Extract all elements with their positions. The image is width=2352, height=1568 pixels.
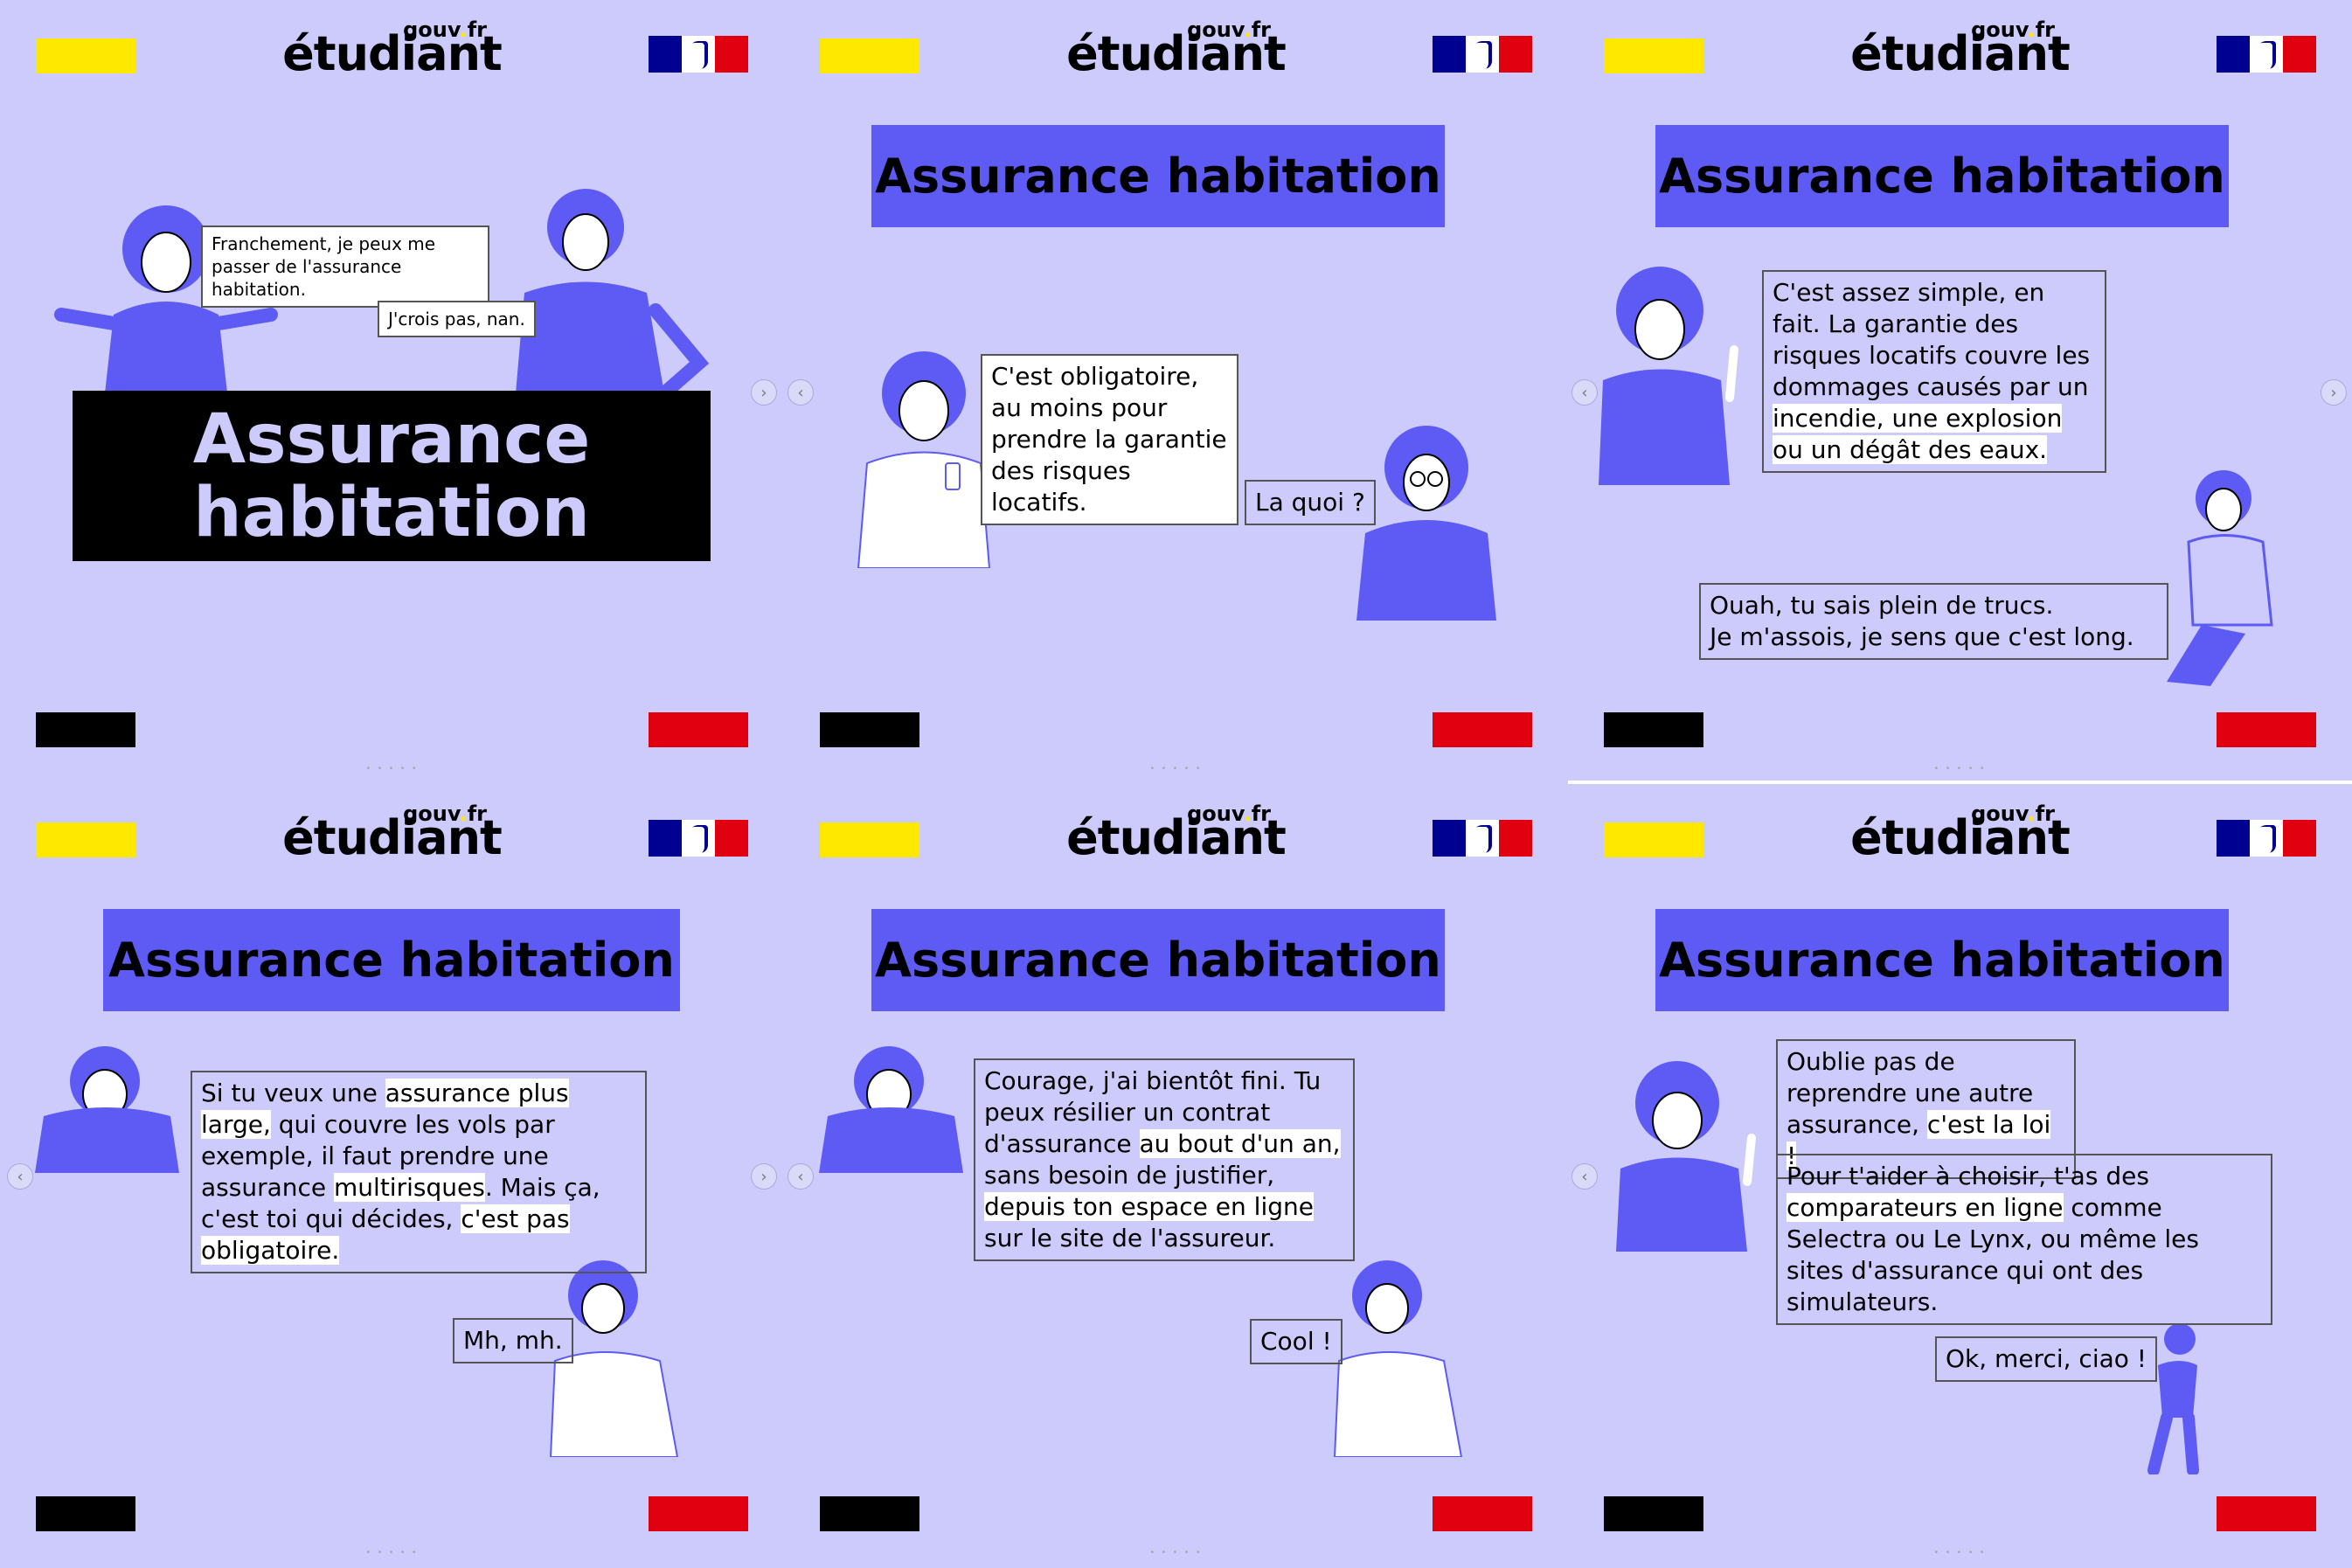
- prev-slide-button[interactable]: ‹: [1571, 379, 1598, 406]
- french-republic-flag-icon: [1433, 820, 1532, 857]
- prev-slide-button[interactable]: ‹: [7, 1163, 33, 1190]
- speech-bubble-resilier: Courage, j'ai bientôt fini. Tu peux rési…: [974, 1058, 1355, 1261]
- person-arms-crossed-illustration: [819, 1046, 963, 1173]
- red-bar: [649, 712, 748, 747]
- slide-4: étudiant gouv.fr Assurance habitation Si …: [0, 784, 784, 1568]
- person-with-controller-illustration: [1333, 1260, 1463, 1457]
- person-raising-finger-illustration: [1599, 267, 1738, 485]
- speech-bubble-mh: Mh, mh.: [453, 1318, 573, 1363]
- slide-title: Assurance habitation: [871, 125, 1445, 227]
- french-republic-flag-icon: [649, 36, 748, 73]
- person-walking-away-illustration: [2147, 1323, 2199, 1474]
- pager-dots: • • • • •: [365, 1548, 419, 1558]
- slide-title: Assurance habitation: [1655, 909, 2229, 1011]
- etudiant-logo: étudiant gouv.fr: [1066, 801, 1287, 865]
- pager-dots: • • • • •: [365, 764, 419, 774]
- black-bar: [1604, 712, 1703, 747]
- red-bar: [2217, 1496, 2316, 1531]
- row-divider: [1568, 781, 2352, 784]
- slide-title: Assurance habitation: [103, 909, 680, 1011]
- speech-bubble-multirisques: Si tu veux une assurance plus large, qui…: [191, 1071, 647, 1273]
- black-bar: [36, 1496, 135, 1531]
- french-republic-flag-icon: [2217, 36, 2316, 73]
- etudiant-logo: étudiant gouv.fr: [1066, 17, 1287, 81]
- slide-6: étudiant gouv.fr Assurance habitation Oub…: [1568, 784, 2352, 1568]
- person-with-phone-illustration: [857, 351, 991, 568]
- next-slide-button[interactable]: ›: [2321, 379, 2347, 406]
- etudiant-logo: étudiant gouv.fr: [282, 17, 503, 81]
- pager-dots: • • • • •: [1149, 764, 1203, 774]
- french-republic-flag-icon: [2217, 820, 2316, 857]
- speech-bubble-oublie-pas: Oublie pas de reprendre une autre assura…: [1776, 1039, 2076, 1179]
- yellow-bar: [1604, 822, 1703, 857]
- red-bar: [1433, 712, 1532, 747]
- slide-3: étudiant gouv.fr Assurance habitation C'e…: [1568, 0, 2352, 784]
- black-bar: [1604, 1496, 1703, 1531]
- person-with-controller-illustration: [549, 1260, 679, 1457]
- speech-bubble-ok-merci: Ok, merci, ciao !: [1935, 1336, 2158, 1382]
- cover-title: Assurance habitation: [73, 391, 711, 561]
- speech-bubble-comparateurs: Pour t'aider à choisir, t'as des compara…: [1776, 1154, 2272, 1325]
- etudiant-logo: étudiant gouv.fr: [1850, 801, 2071, 865]
- person-raising-finger-illustration: [1616, 1061, 1756, 1252]
- slide-2: étudiant gouv.fr Assurance habitation C'e…: [784, 0, 1568, 784]
- woman-shrugging-illustration: [54, 205, 278, 393]
- pager-dots: • • • • •: [1933, 1548, 1987, 1558]
- etudiant-logo: étudiant gouv.fr: [282, 801, 503, 865]
- speech-bubble-explanation: C'est assez simple, en fait. La garantie…: [1762, 270, 2106, 473]
- speech-bubble-man: J'crois pas, nan.: [378, 301, 536, 337]
- next-slide-button[interactable]: ›: [751, 1163, 777, 1190]
- red-bar: [2217, 712, 2316, 747]
- prev-slide-button[interactable]: ‹: [1571, 1163, 1598, 1190]
- speech-bubble-cool: Cool !: [1250, 1319, 1343, 1364]
- yellow-bar: [36, 38, 135, 73]
- slide-5: étudiant gouv.fr Assurance habitation Cou…: [784, 784, 1568, 1568]
- red-bar: [649, 1496, 748, 1531]
- etudiant-logo: étudiant gouv.fr: [1850, 17, 2071, 81]
- person-with-glasses-illustration: [1356, 426, 1496, 621]
- person-sitting-illustration: [2167, 470, 2273, 686]
- slide-1: étudiant gouv.fr Franchement, je peux me …: [0, 0, 784, 784]
- yellow-bar: [820, 38, 919, 73]
- speech-bubble-obligatoire: C'est obligatoire, au moins pour prendre…: [981, 354, 1238, 525]
- pager-dots: • • • • •: [1933, 764, 1987, 774]
- yellow-bar: [36, 822, 135, 857]
- prev-slide-button[interactable]: ‹: [787, 1163, 814, 1190]
- speech-bubble-ouah: Ouah, tu sais plein de trucs. Je m'assoi…: [1699, 583, 2168, 660]
- pager-dots: • • • • •: [1149, 1548, 1203, 1558]
- yellow-bar: [1604, 38, 1703, 73]
- black-bar: [36, 712, 135, 747]
- prev-slide-button[interactable]: ‹: [787, 379, 814, 406]
- yellow-bar: [820, 822, 919, 857]
- speech-bubble-la-quoi: La quoi ?: [1245, 480, 1376, 525]
- speech-bubble-woman: Franchement, je peux me passer de l'assu…: [201, 225, 489, 308]
- black-bar: [820, 712, 919, 747]
- red-bar: [1433, 1496, 1532, 1531]
- next-slide-button[interactable]: ›: [751, 379, 777, 406]
- man-hands-on-hips-illustration: [516, 189, 710, 393]
- french-republic-flag-icon: [1433, 36, 1532, 73]
- black-bar: [820, 1496, 919, 1531]
- slide-title: Assurance habitation: [1655, 125, 2229, 227]
- person-arms-crossed-illustration: [35, 1046, 179, 1173]
- french-republic-flag-icon: [649, 820, 748, 857]
- slide-title: Assurance habitation: [871, 909, 1445, 1011]
